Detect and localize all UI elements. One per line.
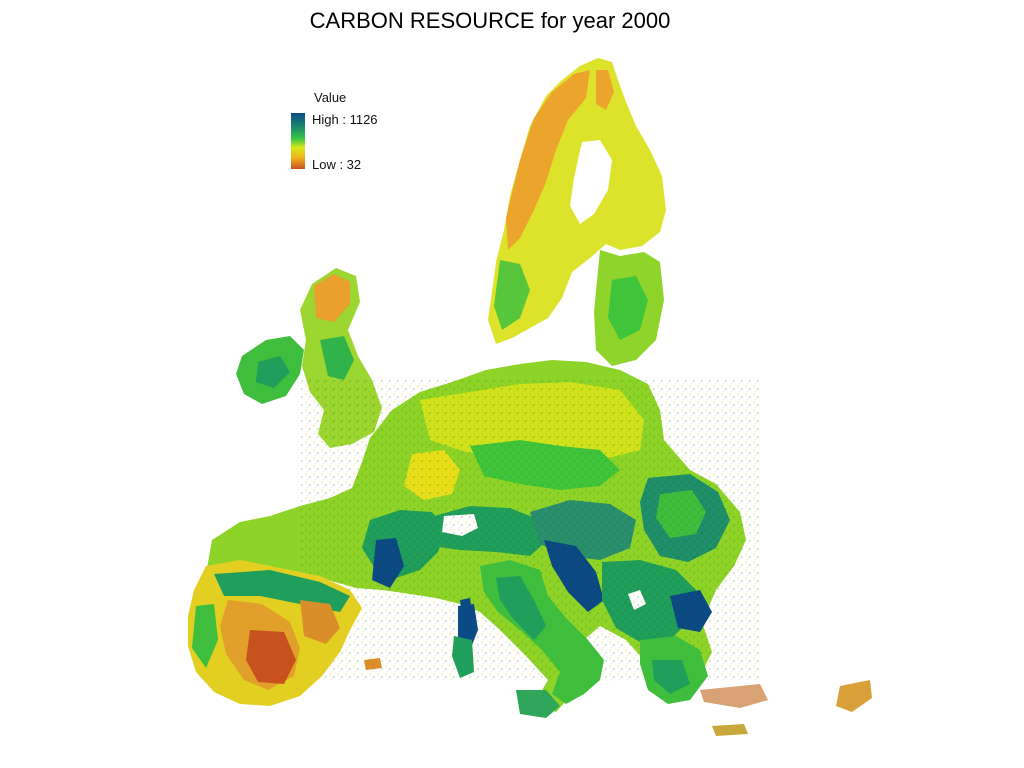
mediterranean-islands — [364, 598, 474, 670]
legend-low-label: Low : 32 — [312, 157, 362, 172]
legend-heading: Value — [314, 90, 347, 105]
iberia-region — [188, 560, 362, 706]
legend: Value High : 1126 Low : 32 — [288, 88, 428, 180]
legend-color-ramp — [291, 113, 305, 169]
continental-europe-region — [206, 360, 760, 712]
scandinavia-region — [488, 58, 666, 366]
italy-region — [452, 560, 604, 718]
legend-high-label: High : 1126 — [312, 112, 378, 127]
map-title: CARBON RESOURCE for year 2000 — [309, 8, 671, 33]
greece-region — [640, 636, 872, 736]
